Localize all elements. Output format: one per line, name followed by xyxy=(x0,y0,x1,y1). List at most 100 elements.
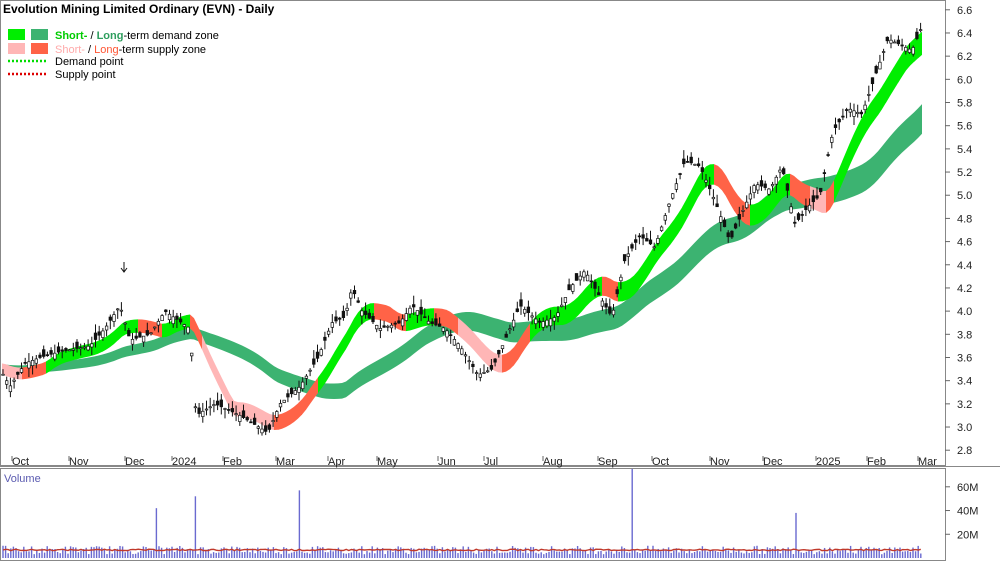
candle-body xyxy=(608,306,612,314)
volume-bar xyxy=(488,548,490,558)
volume-bar xyxy=(15,548,17,558)
volume-bar xyxy=(33,554,35,558)
candle-body xyxy=(911,47,915,55)
candle-body xyxy=(504,333,508,338)
candle-body xyxy=(881,51,886,53)
volume-bar xyxy=(836,550,839,558)
candle-body xyxy=(293,390,297,395)
volume-bar xyxy=(519,550,522,558)
volume-bar xyxy=(342,553,345,558)
volume-bar xyxy=(192,550,194,558)
candle-body xyxy=(1,373,5,376)
volume-bar xyxy=(17,551,20,558)
volume-bar xyxy=(371,546,373,558)
price-axis: 6.6 6.4 6.2 6.0 5.8 5.6 5.4 5.2 5.0 4.8 4.6 4.4 4.2 4… xyxy=(945,5,972,457)
short-term-zone-segment xyxy=(114,327,118,345)
candle-body xyxy=(774,176,778,185)
short-term-zone-segment xyxy=(886,73,890,103)
short-term-zone-segment xyxy=(246,402,250,419)
volume-bar xyxy=(610,551,613,558)
volume-bar xyxy=(77,552,80,558)
candle-body xyxy=(215,400,220,406)
volume-bar xyxy=(262,551,264,558)
candle-body xyxy=(367,312,371,319)
volume-bar xyxy=(189,549,191,558)
short-term-zone-segment xyxy=(158,322,162,338)
volume-bar xyxy=(693,552,696,558)
short-term-zone-segment xyxy=(826,187,830,213)
volume-bar xyxy=(134,553,137,558)
candle-body xyxy=(27,361,31,369)
price-tick-label: 4.8 xyxy=(957,213,972,225)
candle-body xyxy=(30,359,35,366)
candle-body xyxy=(275,411,279,418)
volume-bar xyxy=(691,553,693,558)
short-term-zone-segment xyxy=(138,319,142,333)
volume-bar xyxy=(147,549,150,558)
volume-bar xyxy=(839,551,841,558)
candle-body xyxy=(304,375,309,379)
volume-bar xyxy=(337,547,340,558)
candle-body xyxy=(452,339,457,346)
price-tick-label: 5.2 xyxy=(957,167,972,179)
volume-bar xyxy=(865,547,867,558)
candle-body xyxy=(112,314,116,322)
short-term-zone-segment xyxy=(178,316,182,332)
price-tick-label: 4.0 xyxy=(957,306,972,318)
volume-label: Volume xyxy=(4,473,41,485)
candle-body xyxy=(8,385,13,393)
short-term-zone-segment xyxy=(818,189,822,213)
short-term-zone-segment xyxy=(410,312,414,331)
volume-bar xyxy=(608,549,610,558)
short-term-zone-segment xyxy=(278,413,282,430)
candle-body xyxy=(71,348,75,351)
candle-body xyxy=(156,320,161,326)
legend-demand-point: Demand point xyxy=(55,56,124,68)
candle-body xyxy=(456,343,460,349)
volume-bar xyxy=(72,547,74,558)
date-tick-label: Jul xyxy=(484,456,498,468)
volume-bar xyxy=(561,551,563,558)
candle-body xyxy=(537,320,542,323)
candle-body xyxy=(267,424,272,430)
volume-bar xyxy=(64,546,67,558)
volume-bar xyxy=(283,547,285,558)
candle-body xyxy=(896,39,901,45)
volume-bar xyxy=(43,552,46,558)
candle-body xyxy=(260,428,264,434)
volume-bar xyxy=(501,552,503,558)
candle-body xyxy=(315,351,320,359)
candle-body xyxy=(153,326,157,329)
volume-bar xyxy=(426,549,428,558)
candle-body xyxy=(449,334,453,337)
candle-body xyxy=(474,372,479,374)
volume-bar xyxy=(901,551,904,558)
candle-body xyxy=(874,66,878,74)
volume-bar xyxy=(41,548,43,558)
volume-bar xyxy=(907,550,909,558)
volume-bar xyxy=(179,546,181,558)
volume-bar xyxy=(316,546,319,558)
chart-title: Evolution Mining Limited Ordinary (EVN) … xyxy=(3,2,275,16)
volume-bar xyxy=(576,546,579,558)
zones-layer xyxy=(2,31,922,431)
volume-bar xyxy=(686,553,688,558)
short-term-zone-segment xyxy=(622,280,626,302)
short-term-zone-segment xyxy=(606,276,610,298)
supply-point-arrow xyxy=(120,262,128,273)
volume-bar xyxy=(740,552,743,558)
volume-bar xyxy=(556,551,558,558)
short-term-zone-segment xyxy=(458,317,462,339)
short-term-zone-segment xyxy=(806,184,810,208)
volume-bar xyxy=(535,552,537,558)
short-term-zone-segment xyxy=(758,200,762,224)
volume-bar xyxy=(296,551,298,558)
volume-bar xyxy=(756,545,758,558)
volume-bar xyxy=(602,554,605,558)
candle-body xyxy=(548,318,553,327)
volume-bar xyxy=(696,550,698,558)
volume-bar xyxy=(623,547,626,558)
candle-body xyxy=(489,365,494,370)
volume-bars xyxy=(2,469,922,558)
volume-bar xyxy=(197,554,199,558)
